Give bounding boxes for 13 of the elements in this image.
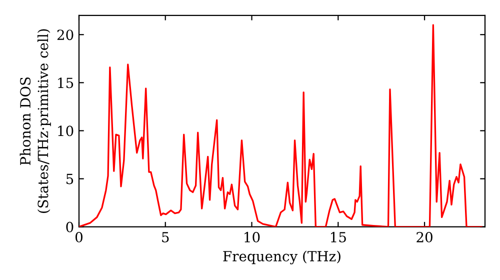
- y-tick-label: 5: [66, 174, 74, 184]
- x-axis-title: Frequency (THz): [223, 250, 340, 264]
- x-tick-label: 20: [416, 232, 432, 242]
- y-tick-label: 15: [58, 78, 74, 88]
- x-tick-label: 10: [244, 232, 260, 242]
- y-axis-title: Phonon DOS (States/THz·primitive cell): [20, 29, 51, 213]
- y-tick-label: 20: [57, 30, 74, 40]
- y-tick-label: 0: [66, 222, 74, 232]
- x-tick-label: 15: [331, 232, 346, 242]
- line-series: [79, 24, 482, 227]
- x-tick-label: 5: [162, 232, 169, 242]
- x-tick-label: 0: [75, 232, 82, 242]
- y-tick-label: 10: [58, 126, 74, 136]
